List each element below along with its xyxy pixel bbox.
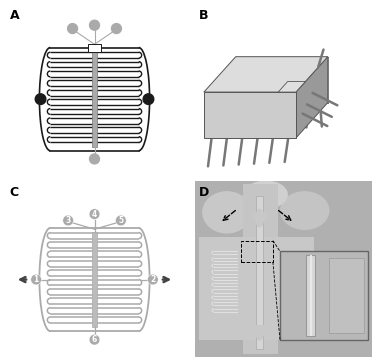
Ellipse shape [280, 191, 330, 230]
Bar [92, 51, 97, 147]
Bar [88, 44, 101, 52]
Circle shape [68, 23, 77, 34]
Text: 3: 3 [65, 216, 71, 225]
Circle shape [35, 94, 46, 104]
Text: B: B [198, 9, 208, 22]
Bar [310, 255, 312, 336]
Polygon shape [296, 57, 328, 138]
Polygon shape [204, 57, 328, 92]
Text: D: D [198, 186, 209, 199]
Text: 6: 6 [92, 335, 97, 344]
Bar [280, 251, 369, 340]
Bar [92, 232, 97, 327]
Circle shape [90, 20, 99, 30]
Bar [307, 255, 315, 336]
Circle shape [116, 215, 126, 226]
Ellipse shape [244, 180, 288, 209]
Text: 5: 5 [118, 216, 124, 225]
Text: C: C [9, 186, 19, 199]
Polygon shape [204, 92, 296, 138]
Text: 1: 1 [34, 275, 39, 284]
Bar [328, 258, 364, 332]
Bar [243, 184, 278, 354]
Ellipse shape [202, 191, 252, 234]
Text: 4: 4 [92, 210, 97, 219]
Circle shape [147, 274, 158, 285]
Circle shape [89, 209, 100, 219]
Circle shape [89, 334, 100, 345]
Bar [198, 237, 314, 340]
Text: 2: 2 [150, 275, 155, 284]
Bar [256, 196, 263, 349]
Circle shape [90, 154, 99, 164]
Circle shape [112, 23, 121, 34]
Polygon shape [278, 82, 305, 92]
Circle shape [143, 94, 154, 104]
Text: A: A [9, 9, 19, 22]
Circle shape [63, 215, 73, 226]
Bar [241, 241, 273, 262]
Circle shape [31, 274, 42, 285]
